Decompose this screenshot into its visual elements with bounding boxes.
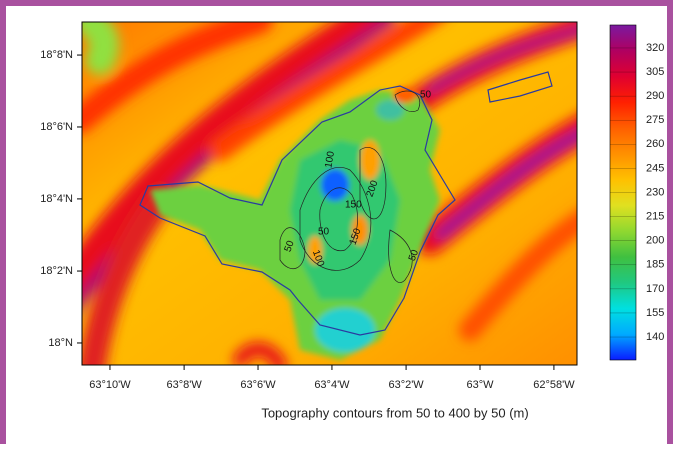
colorbar-label: 200 <box>646 235 664 247</box>
colorbar-label: 140 <box>646 331 664 343</box>
heatmap: 50 100 150 200 50 100 150 50 50 <box>82 22 577 365</box>
map-frame <box>81 21 578 366</box>
colorbar-label: 260 <box>646 138 664 150</box>
colorbar-label: 170 <box>646 283 664 295</box>
colorbar-label: 230 <box>646 186 664 198</box>
colorbar-label: 215 <box>646 210 664 222</box>
y-tick-label: 18°4'N <box>40 193 73 205</box>
x-tick-label: 63°W <box>466 379 494 391</box>
x-tick-label: 63°10'W <box>89 379 131 391</box>
contour-label: 50 <box>318 227 330 238</box>
x-tick-label: 63°4'W <box>314 379 350 391</box>
contour-label: 150 <box>345 200 362 211</box>
colorbar-label: 245 <box>646 162 664 174</box>
contour-label: 50 <box>420 90 432 101</box>
y-tick-label: 18°N <box>48 337 73 349</box>
x-tick-label: 63°2'W <box>388 379 424 391</box>
y-tick-label: 18°6'N <box>40 121 73 133</box>
colorbar-label: 185 <box>646 259 664 271</box>
colorbar-label: 305 <box>646 66 664 78</box>
contour-label: 50 <box>407 248 421 263</box>
contour-label: 50 <box>283 239 297 254</box>
colorbar-label: 155 <box>646 307 664 319</box>
colorbar-label: 320 <box>646 42 664 54</box>
caption: Topography contours from 50 to 400 by 50… <box>261 405 528 420</box>
x-tick-label: 62°58'W <box>533 379 575 391</box>
colorbar-label: 275 <box>646 114 664 126</box>
x-tick-label: 63°6'W <box>240 379 276 391</box>
contour-label: 100 <box>323 150 337 169</box>
x-tick-label: 63°8'W <box>166 379 202 391</box>
y-tick-label: 18°8'N <box>40 49 73 61</box>
y-tick-label: 18°2'N <box>40 265 73 277</box>
colorbar-label: 290 <box>646 90 664 102</box>
